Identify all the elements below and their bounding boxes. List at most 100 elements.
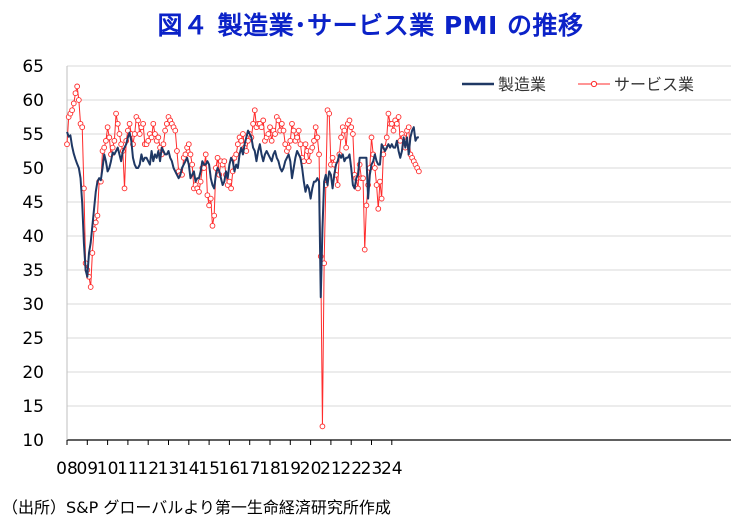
data-point-services (341, 127, 348, 134)
data-point-services (272, 131, 278, 137)
data-point-services (338, 134, 344, 141)
data-point-services (334, 182, 341, 188)
data-point-services (92, 219, 99, 226)
data-point-services (206, 202, 212, 209)
y-axis-tick-labels: 10 15 20 25 30 35 40 45 50 55 60 65 (22, 57, 44, 451)
data-point-services (373, 182, 380, 188)
data-point-services (363, 202, 370, 209)
x-tick-label: 10 (97, 459, 119, 479)
data-point-services (185, 141, 192, 148)
data-point-services (295, 127, 302, 134)
data-point-services (196, 188, 202, 195)
data-point-services (233, 151, 240, 158)
data-point-services (361, 246, 368, 253)
x-tick-label: 12 (137, 459, 159, 479)
data-point-services (211, 212, 218, 219)
data-point-services (113, 110, 119, 117)
data-point-services (126, 120, 133, 127)
data-point-services (121, 185, 128, 192)
x-tick-label: 22 (340, 459, 362, 479)
data-point-services (287, 137, 294, 144)
legend-marker-services (590, 80, 598, 88)
data-point-services (368, 134, 375, 141)
legend-label-manufacturing: 製造業 (498, 75, 546, 94)
data-point-services (202, 151, 209, 158)
data-point-services (214, 154, 221, 161)
data-point-services (306, 158, 312, 165)
data-point-services (106, 134, 113, 141)
y-tick-label: 30 (22, 295, 44, 315)
data-point-services (131, 131, 138, 137)
data-point-services (204, 192, 211, 199)
x-tick-label: 20 (300, 459, 322, 479)
data-point-services (394, 120, 400, 127)
data-point-services (258, 124, 265, 131)
data-point-services (319, 423, 326, 430)
data-point-services (187, 151, 194, 158)
data-point-services (148, 134, 155, 141)
x-tick-label: 13 (158, 459, 180, 479)
data-point-services (240, 131, 246, 137)
data-point-services (360, 175, 366, 182)
data-point-services (316, 151, 322, 158)
data-point-services (278, 120, 285, 127)
data-point-services (294, 134, 300, 141)
data-point-services (405, 124, 412, 131)
legend: 製造業 サービス業 (462, 75, 694, 94)
x-tick-label: 24 (381, 459, 403, 479)
data-point-services (74, 83, 81, 90)
data-point-services (346, 117, 353, 124)
data-point-services (302, 141, 309, 148)
data-point-services (140, 120, 146, 127)
y-tick-label: 15 (22, 397, 44, 417)
data-point-services (135, 117, 141, 124)
data-point-services (221, 158, 228, 165)
data-point-services (378, 195, 385, 202)
data-point-services (390, 127, 397, 134)
data-point-services (326, 110, 333, 117)
data-point-services (289, 120, 295, 127)
data-point-services (416, 168, 422, 175)
data-point-services (297, 141, 304, 148)
data-point-services (395, 114, 402, 120)
y-tick-label: 55 (22, 125, 44, 145)
x-tick-label: 18 (259, 459, 281, 479)
data-point-services (69, 107, 75, 114)
data-point-services (87, 284, 94, 290)
data-point-services (280, 127, 287, 134)
data-point-services (260, 117, 267, 124)
x-tick-label: 15 (198, 459, 220, 479)
source-note: （出所）S&P グローバルより第一生命経済研究所作成 (2, 498, 391, 517)
data-point-services (282, 141, 289, 148)
data-point-services (285, 144, 292, 151)
data-point-services (75, 97, 82, 103)
series-line-services (66, 85, 420, 427)
data-point-services (64, 141, 70, 148)
data-point-services (116, 131, 123, 137)
data-point-services (118, 141, 124, 148)
data-point-services (290, 127, 297, 134)
data-point-services (385, 110, 392, 117)
data-point-services (348, 124, 355, 131)
data-point-services (114, 120, 121, 127)
x-tick-label: 21 (320, 459, 342, 479)
data-point-services (383, 134, 390, 141)
data-point-services (101, 144, 108, 151)
x-tick-label: 19 (279, 459, 301, 479)
data-point-services (355, 185, 361, 192)
data-point-services (207, 195, 214, 202)
data-point-services (265, 131, 272, 137)
data-point-services (267, 124, 273, 131)
y-tick-label: 40 (22, 227, 44, 247)
data-point-services (104, 124, 111, 131)
x-tick-label: 09 (76, 459, 98, 479)
data-point-services (238, 137, 245, 144)
data-point-services (174, 148, 180, 154)
data-point-services (377, 178, 383, 185)
data-point-services (72, 90, 79, 97)
x-tick-label: 17 (239, 459, 261, 479)
data-point-services (350, 131, 356, 137)
data-point-services (155, 134, 162, 141)
data-point-services (70, 100, 77, 107)
